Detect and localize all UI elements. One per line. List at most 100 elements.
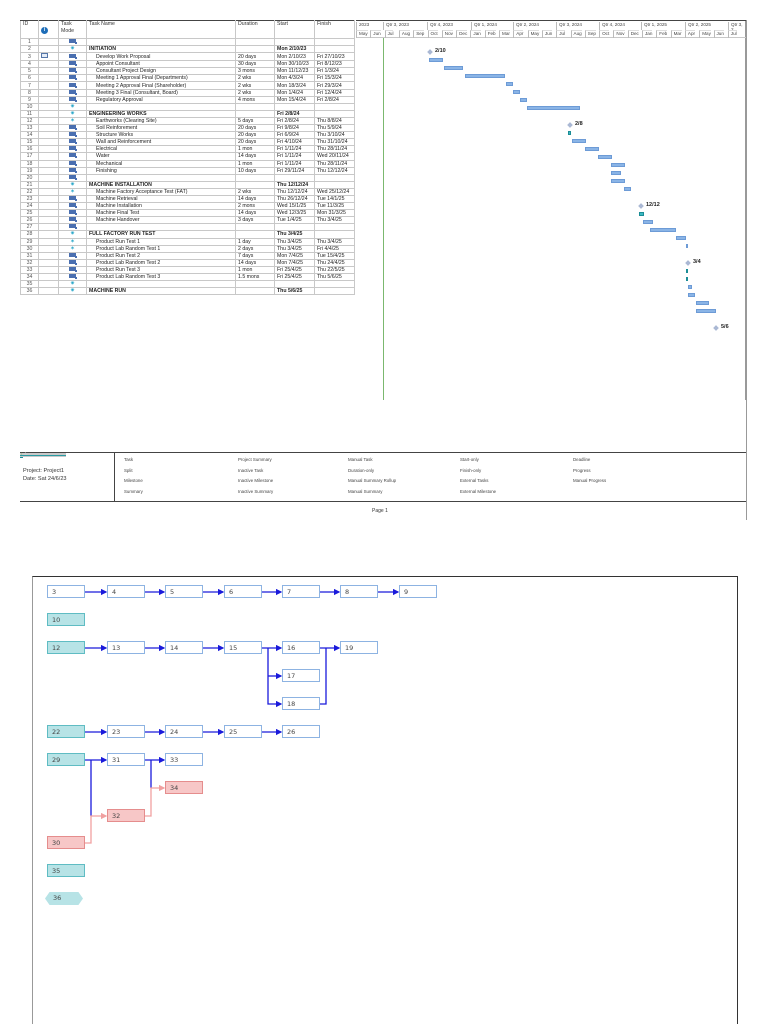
row-duration[interactable] (235, 45, 275, 54)
row-duration[interactable] (235, 287, 275, 296)
task-bar[interactable] (611, 171, 621, 176)
row-task-mode[interactable]: ✶ (58, 244, 87, 253)
table-row[interactable]: 26 Machine Handover 3 days Tue 1/4/25 Thu 3/… (20, 216, 355, 225)
table-row[interactable]: 12 ✶ Earthworks (Clearing Site) 5 days Fri 2… (20, 116, 355, 126)
table-row[interactable]: 20 (20, 173, 355, 182)
network-node[interactable]: 14 (165, 641, 203, 654)
task-bar[interactable] (611, 179, 625, 184)
row-task-mode[interactable] (58, 138, 87, 147)
row-start[interactable] (274, 173, 315, 182)
task-bar[interactable] (696, 301, 709, 306)
row-duration[interactable]: 30 days (235, 60, 275, 69)
row-task-mode[interactable]: ✶ (58, 187, 87, 196)
row-duration[interactable]: 20 days (235, 124, 275, 133)
row-task-mode[interactable] (58, 95, 87, 104)
table-row[interactable]: 14 Structure Works 20 days Fri 6/9/24 Thu 3/… (20, 131, 355, 140)
row-task-mode[interactable] (58, 37, 87, 47)
table-row[interactable]: 11 ✷ ENGINEERING WORKS Fri 2/8/24 (20, 109, 355, 118)
table-row[interactable]: 15 Wall and Reinforcement 20 days Fri 4/10/… (20, 138, 355, 147)
row-duration[interactable]: 2 wks (235, 187, 275, 196)
task-bar[interactable] (696, 309, 716, 314)
network-node[interactable]: 19 (340, 641, 378, 654)
row-duration[interactable]: 5 days (235, 116, 275, 126)
row-start[interactable]: Thu 12/12/24 (274, 187, 315, 196)
row-start[interactable]: Fri 25/4/25 (274, 272, 315, 282)
row-start[interactable]: Fri 4/10/24 (274, 138, 315, 147)
manual-task-bar[interactable] (639, 211, 644, 216)
network-node[interactable]: 16 (282, 641, 320, 654)
row-finish[interactable]: Fri 4/4/25 (314, 244, 355, 253)
network-node[interactable]: 3 (47, 585, 85, 598)
row-task-name[interactable]: Earthworks (Clearing Site) (86, 116, 236, 126)
milestone-diamond-icon[interactable] (713, 324, 719, 331)
table-row[interactable]: 24 Machine Installation 2 mons Wed 15/1/25 T… (20, 202, 355, 211)
network-node[interactable]: 23 (107, 725, 145, 738)
task-bar[interactable] (676, 236, 686, 241)
row-duration[interactable] (235, 223, 275, 232)
row-start[interactable]: Mon 18/3/24 (274, 81, 315, 90)
row-task-name[interactable]: Product Run Test 1 (86, 237, 236, 246)
row-task-name[interactable]: MACHINE INSTALLATION (86, 180, 236, 189)
row-finish[interactable] (314, 37, 355, 47)
row-finish[interactable]: Thu 24/4/25 (314, 258, 355, 267)
row-task-name[interactable]: Product Lab Random Test 2 (86, 258, 236, 267)
table-row[interactable]: 16 Electrical 1 mon Fri 1/11/24 Thu 28/11/24 (20, 145, 355, 154)
row-start[interactable]: Mon 2/10/23 (274, 52, 315, 62)
row-task-mode[interactable] (58, 60, 87, 69)
row-start[interactable]: Fri 25/4/25 (274, 265, 315, 275)
network-node[interactable]: 12 (47, 641, 85, 654)
row-finish[interactable]: Mon 31/3/25 (314, 209, 355, 218)
row-finish[interactable] (314, 45, 355, 54)
row-task-name[interactable]: Product Run Test 3 (86, 265, 236, 275)
table-row[interactable]: 3 Develop Work Proposal 20 days Mon 2/10/23… (20, 52, 355, 62)
row-task-name[interactable] (86, 223, 236, 232)
header-info[interactable]: i (38, 20, 59, 39)
network-node[interactable]: 7 (282, 585, 320, 598)
note-icon[interactable] (41, 53, 48, 59)
table-row[interactable]: 9 Regulatory Approval 4 mons Mon 15/4/24 Fri… (20, 95, 355, 104)
row-task-name[interactable]: Product Run Test 2 (86, 251, 236, 260)
task-bar[interactable] (686, 244, 688, 249)
row-task-name[interactable] (86, 280, 236, 289)
row-task-mode[interactable] (58, 258, 87, 267)
header-duration[interactable]: Duration (235, 20, 275, 39)
row-finish[interactable]: Thu 12/12/24 (314, 166, 355, 175)
row-task-name[interactable]: Structure Works (86, 131, 236, 140)
network-node[interactable]: 10 (47, 613, 85, 626)
row-finish[interactable]: Thu 22/5/25 (314, 265, 355, 275)
row-finish[interactable]: Tue 14/1/25 (314, 194, 355, 204)
task-bar[interactable] (624, 187, 631, 192)
manual-task-bar[interactable] (686, 268, 688, 273)
task-bar[interactable] (429, 57, 443, 62)
table-row[interactable]: 19 Finishing 10 days Fri 29/11/24 Thu 12/12/… (20, 166, 355, 175)
row-start[interactable] (274, 223, 315, 232)
row-task-name[interactable]: Machine Retrieval (86, 194, 236, 204)
row-finish[interactable]: Wed 25/12/24 (314, 187, 355, 196)
row-task-mode[interactable]: ✷ (58, 102, 87, 111)
table-row[interactable]: 6 Meeting 1 Approval Final (Departments) 2… (20, 74, 355, 83)
row-task-mode[interactable]: ✶ (58, 237, 87, 246)
table-row[interactable]: 27 (20, 223, 355, 232)
row-task-mode[interactable] (58, 216, 87, 225)
row-duration[interactable]: 3 mons (235, 67, 275, 76)
row-task-mode[interactable]: ✷ (58, 45, 87, 54)
row-start[interactable]: Thu 26/12/24 (274, 194, 315, 204)
row-duration[interactable] (235, 230, 275, 239)
row-duration[interactable]: 1 mon (235, 265, 275, 275)
row-task-name[interactable]: Soil Reinforement (86, 124, 236, 133)
row-finish[interactable]: Thu 3/4/25 (314, 216, 355, 225)
network-node[interactable]: 4 (107, 585, 145, 598)
row-duration[interactable]: 14 days (235, 258, 275, 267)
row-finish[interactable] (314, 287, 355, 296)
row-start[interactable] (274, 37, 315, 47)
row-task-mode[interactable] (58, 209, 87, 218)
row-task-name[interactable]: Consultant Project Design (86, 67, 236, 76)
row-start[interactable]: Fri 1/11/24 (274, 145, 315, 154)
row-duration[interactable]: 20 days (235, 138, 275, 147)
row-duration[interactable] (235, 37, 275, 47)
table-row[interactable]: 17 Water 14 days Fri 1/11/24 Wed 20/11/24 (20, 152, 355, 161)
task-bar[interactable] (688, 293, 695, 298)
row-start[interactable]: Fri 29/11/24 (274, 166, 315, 175)
